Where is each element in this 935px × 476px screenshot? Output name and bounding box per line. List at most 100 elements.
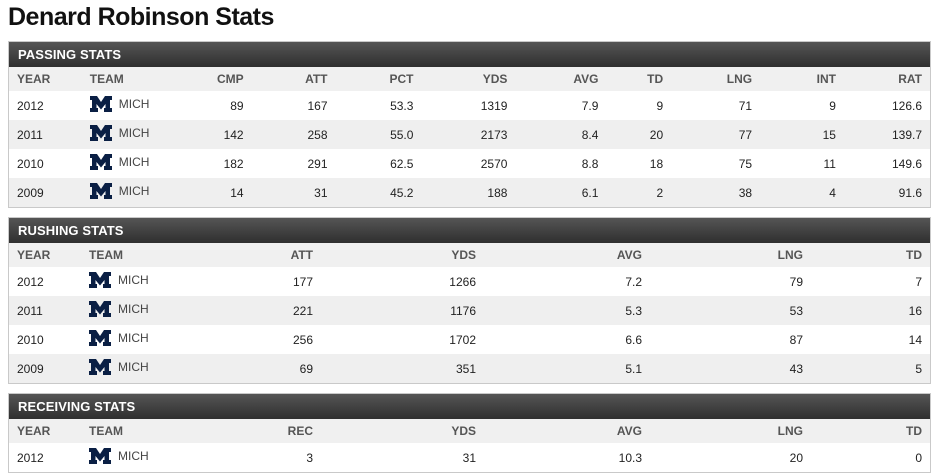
lng-cell: 43: [650, 354, 811, 383]
team-cell[interactable]: MICH: [81, 443, 171, 472]
team-name: MICH: [118, 302, 149, 316]
lng-cell: 71: [671, 91, 761, 120]
td-cell: 0: [811, 443, 930, 472]
col-header-rat[interactable]: RAT: [843, 67, 930, 91]
pct-cell: 55.0: [335, 120, 422, 149]
col-header-lng[interactable]: LNG: [650, 243, 811, 267]
yds-cell: 1266: [321, 267, 484, 296]
team-cell[interactable]: MICH: [81, 325, 171, 354]
passing-stats-table: YEAR TEAM CMP ATT PCT YDS AVG TD LNG INT…: [9, 67, 930, 207]
lng-cell: 38: [671, 178, 761, 207]
yds-cell: 1176: [321, 296, 484, 325]
cmp-cell: 89: [172, 91, 252, 120]
att-cell: 258: [251, 120, 336, 149]
int-cell: 15: [760, 120, 844, 149]
year-cell: 2009: [9, 178, 82, 207]
avg-cell: 5.3: [484, 296, 650, 325]
michigan-logo-icon: [89, 330, 111, 346]
lng-cell: 53: [650, 296, 811, 325]
cmp-cell: 14: [172, 178, 252, 207]
lng-cell: 75: [671, 149, 761, 178]
td-cell: 14: [811, 325, 930, 354]
cmp-cell: 142: [172, 120, 252, 149]
col-header-cmp[interactable]: CMP: [172, 67, 252, 91]
col-header-year[interactable]: YEAR: [9, 67, 82, 91]
table-row: 2010 MICH 182 291 62.5 2570 8.8 18 75 11…: [9, 149, 930, 178]
yds-cell: 1702: [321, 325, 484, 354]
passing-stats-section: PASSING STATS YEAR TEAM CMP ATT PCT YDS …: [8, 41, 931, 208]
col-header-yds[interactable]: YDS: [421, 67, 516, 91]
lng-cell: 20: [650, 443, 811, 472]
michigan-logo-icon: [89, 272, 111, 288]
col-header-att[interactable]: ATT: [251, 67, 336, 91]
rushing-section-title: RUSHING STATS: [9, 218, 930, 243]
lng-cell: 87: [650, 325, 811, 354]
receiving-stats-section: RECEIVING STATS YEAR TEAM REC YDS AVG LN…: [8, 393, 931, 473]
int-cell: 9: [760, 91, 844, 120]
col-header-int[interactable]: INT: [760, 67, 844, 91]
int-cell: 4: [760, 178, 844, 207]
michigan-logo-icon: [89, 183, 112, 199]
att-cell: 256: [171, 325, 321, 354]
att-cell: 291: [251, 149, 336, 178]
pct-cell: 62.5: [335, 149, 422, 178]
team-cell[interactable]: MICH: [81, 267, 171, 296]
col-header-year[interactable]: YEAR: [9, 243, 81, 267]
rushing-stats-section: RUSHING STATS YEAR TEAM ATT YDS AVG LNG …: [8, 217, 931, 384]
col-header-team[interactable]: TEAM: [81, 243, 171, 267]
team-cell[interactable]: MICH: [81, 149, 173, 178]
col-header-pct[interactable]: PCT: [335, 67, 422, 91]
team-cell[interactable]: MICH: [81, 354, 171, 383]
col-header-td[interactable]: TD: [811, 243, 930, 267]
col-header-avg[interactable]: AVG: [515, 67, 607, 91]
team-cell[interactable]: MICH: [81, 178, 173, 207]
team-name: MICH: [118, 126, 150, 140]
col-header-team[interactable]: TEAM: [81, 67, 173, 91]
table-row: 2011 MICH 142 258 55.0 2173 8.4 20 77 15…: [9, 120, 930, 149]
rec-cell: 3: [171, 443, 321, 472]
td-cell: 18: [606, 149, 672, 178]
avg-cell: 8.8: [515, 149, 607, 178]
table-row: 2009 MICH 69 351 5.1 43 5: [9, 354, 930, 383]
col-header-lng[interactable]: LNG: [671, 67, 761, 91]
michigan-logo-icon: [89, 359, 111, 375]
col-header-lng[interactable]: LNG: [650, 419, 811, 443]
col-header-team[interactable]: TEAM: [81, 419, 171, 443]
team-cell[interactable]: MICH: [81, 296, 171, 325]
table-row: 2011 MICH 221 1176 5.3 53 16: [9, 296, 930, 325]
td-cell: 7: [811, 267, 930, 296]
receiving-stats-table: YEAR TEAM REC YDS AVG LNG TD 2012 MICH 3…: [9, 419, 930, 472]
team-cell[interactable]: MICH: [81, 91, 173, 120]
col-header-yds[interactable]: YDS: [321, 419, 484, 443]
yds-cell: 31: [321, 443, 484, 472]
year-cell: 2012: [9, 91, 82, 120]
col-header-td[interactable]: TD: [606, 67, 672, 91]
att-cell: 177: [171, 267, 321, 296]
pct-cell: 53.3: [335, 91, 422, 120]
year-cell: 2009: [9, 354, 81, 383]
passing-section-title: PASSING STATS: [9, 42, 930, 67]
year-cell: 2011: [9, 120, 82, 149]
int-cell: 11: [760, 149, 844, 178]
td-cell: 9: [606, 91, 672, 120]
avg-cell: 6.6: [484, 325, 650, 354]
team-name: MICH: [118, 184, 150, 198]
michigan-logo-icon: [89, 96, 112, 112]
col-header-avg[interactable]: AVG: [484, 419, 650, 443]
table-row: 2012 MICH 177 1266 7.2 79 7: [9, 267, 930, 296]
receiving-section-title: RECEIVING STATS: [9, 394, 930, 419]
team-cell[interactable]: MICH: [81, 120, 173, 149]
col-header-yds[interactable]: YDS: [321, 243, 484, 267]
lng-cell: 79: [650, 267, 811, 296]
year-cell: 2010: [9, 325, 81, 354]
col-header-td[interactable]: TD: [811, 419, 930, 443]
col-header-avg[interactable]: AVG: [484, 243, 650, 267]
col-header-rec[interactable]: REC: [171, 419, 321, 443]
avg-cell: 7.9: [515, 91, 607, 120]
cmp-cell: 182: [172, 149, 252, 178]
yds-cell: 2570: [421, 149, 516, 178]
col-header-att[interactable]: ATT: [171, 243, 321, 267]
col-header-year[interactable]: YEAR: [9, 419, 81, 443]
rat-cell: 149.6: [843, 149, 930, 178]
avg-cell: 6.1: [515, 178, 607, 207]
